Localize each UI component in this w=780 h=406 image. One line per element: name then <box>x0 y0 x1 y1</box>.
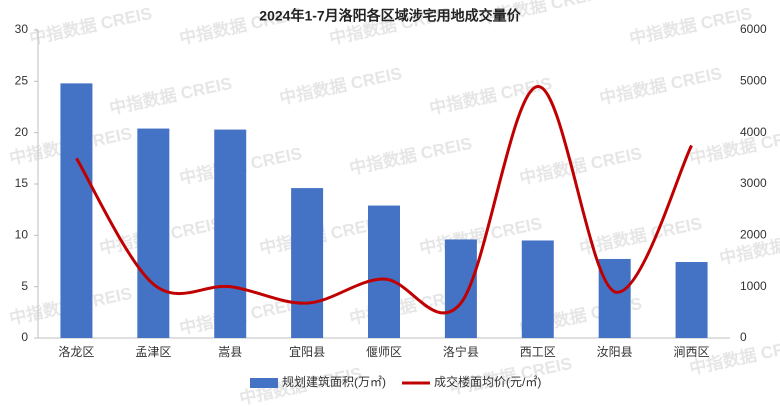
y-tick-label: 20 <box>15 125 29 139</box>
bar <box>444 239 477 338</box>
line <box>75 84 693 315</box>
y2-tick-label: 2000 <box>740 228 767 242</box>
x-tick-label: 汝阳县 <box>597 345 633 359</box>
legend-swatch <box>250 378 278 388</box>
x-tick-label: 洛宁县 <box>443 344 479 359</box>
x-tick-label: 嵩县 <box>218 345 242 359</box>
y2-tick-label: 6000 <box>740 22 767 36</box>
bar <box>675 262 708 338</box>
y-tick-label: 30 <box>15 22 29 36</box>
y2-tick-label: 4000 <box>740 125 767 139</box>
x-tick-label: 孟津区 <box>135 345 171 359</box>
y-tick-label: 15 <box>15 176 29 190</box>
x-tick-label: 宜阳县 <box>289 344 325 359</box>
y-tick-label: 10 <box>15 228 29 242</box>
y2-tick-label: 5000 <box>740 74 767 88</box>
bar <box>137 128 170 338</box>
x-tick-label: 洛龙区 <box>58 344 94 359</box>
x-tick-label: 西工区 <box>520 345 556 359</box>
y2-tick-label: 1000 <box>740 279 767 293</box>
bar <box>368 205 400 338</box>
y-tick-label: 5 <box>21 279 28 293</box>
legend-label: 规划建筑面积(万㎡) <box>282 374 386 389</box>
x-tick-label: 涧西区 <box>674 345 710 359</box>
bar <box>598 258 631 338</box>
y-tick-label: 0 <box>21 330 28 344</box>
legend-label: 成交楼面均价(元/㎡) <box>434 374 541 389</box>
y-tick-label: 25 <box>15 74 29 88</box>
bar <box>291 188 324 338</box>
y2-tick-label: 3000 <box>740 176 767 190</box>
x-tick-label: 偃师区 <box>366 344 402 359</box>
bar <box>521 240 554 338</box>
bar <box>214 129 247 338</box>
chart-title: 2024年1-7月洛阳各区域涉宅用地成交量价 <box>259 8 521 24</box>
bar <box>60 83 93 339</box>
y2-tick-label: 0 <box>740 330 747 344</box>
